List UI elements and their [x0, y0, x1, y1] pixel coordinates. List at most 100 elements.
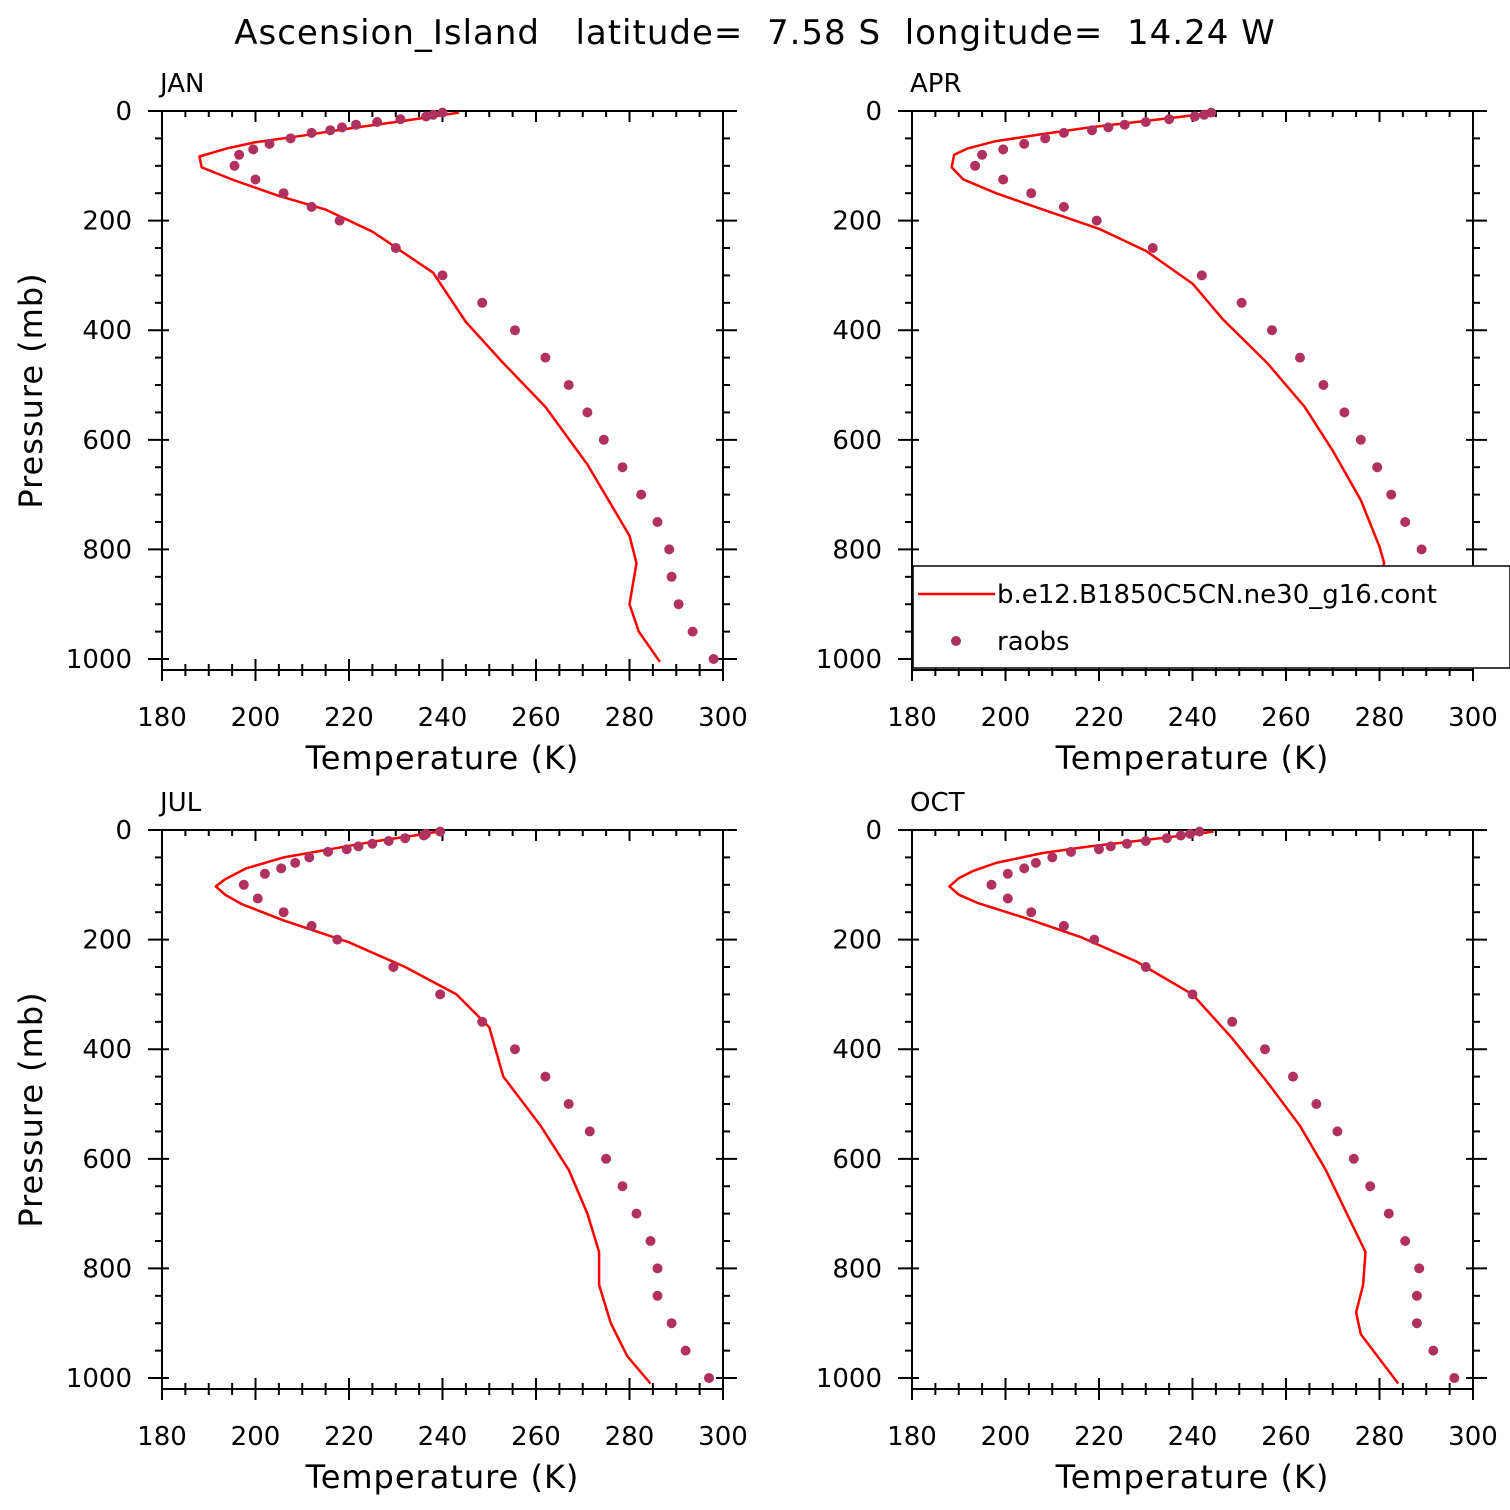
apr-xtick-label: 260	[1261, 703, 1311, 733]
jan-raobs-point	[306, 201, 317, 212]
jan-xtick-label: 300	[698, 703, 748, 733]
oct-xtick-label: 220	[1074, 1422, 1124, 1452]
jan-raobs-point	[652, 517, 663, 527]
oct-raobs-point	[1175, 830, 1186, 841]
jul-ytick-label: 200	[82, 926, 132, 956]
jan-raobs-point	[708, 654, 719, 664]
oct-raobs-point	[1058, 920, 1069, 931]
oct-x-axis-label: Temperature (K)	[1055, 1458, 1330, 1496]
jul-ytick-label: 400	[82, 1035, 132, 1065]
oct-raobs-point	[1288, 1071, 1298, 1082]
jan-raobs-point	[540, 352, 551, 363]
jan-raobs-point	[598, 434, 609, 445]
jul-xtick-label: 180	[137, 1422, 187, 1452]
jul-raobs-point	[631, 1208, 642, 1219]
figure-title: Ascension_Island latitude= 7.58 S longit…	[234, 13, 1276, 53]
apr-raobs-point	[998, 144, 1009, 155]
apr-raobs-point	[1026, 188, 1037, 199]
jul-raobs-point	[332, 934, 343, 945]
panel-apr: 180 200 220 240 260 280 300 0 200 400 600 800 1000 AP…	[816, 69, 1498, 777]
apr-raobs-point	[1386, 489, 1397, 500]
oct-xtick-label: 240	[1168, 1422, 1218, 1452]
apr-raobs-point	[970, 160, 981, 171]
apr-raobs-point	[1119, 119, 1130, 130]
legend-model-label: b.e12.B1850C5CN.ne30_g16.cont	[997, 580, 1437, 610]
jul-raobs-point	[666, 1318, 677, 1329]
jul-raobs-point	[652, 1263, 663, 1274]
jan-ytick-label: 1000	[66, 645, 132, 675]
jul-raobs-point	[477, 1016, 488, 1027]
jan-raobs-point	[477, 297, 488, 308]
jan-raobs-point	[351, 119, 361, 130]
jul-raobs-point	[704, 1373, 714, 1383]
panel-jul: 180 200 220 240 260 280 300 0 200 400 600 800 1000 JU…	[12, 788, 748, 1496]
apr-raobs-point	[977, 149, 988, 160]
apr-raobs-point	[1416, 544, 1427, 555]
jul-raobs-point	[601, 1153, 612, 1164]
oct-raobs-point	[1260, 1044, 1270, 1055]
jan-raobs-point	[510, 325, 520, 336]
oct-raobs-point	[1185, 828, 1196, 839]
oct-ytick-label: 800	[832, 1254, 882, 1284]
jan-raobs-point	[582, 407, 593, 418]
jan-raobs-point	[234, 149, 245, 160]
oct-xtick-label: 280	[1355, 1422, 1405, 1452]
oct-xtick-label: 200	[981, 1422, 1031, 1452]
apr-raobs-point	[1355, 434, 1366, 445]
panel-jan: 180 200 220 240 260 280 300 0 200 400 600 800 1000 JA…	[12, 69, 748, 777]
apr-raobs-point	[1040, 133, 1051, 144]
jan-raobs-point	[636, 489, 647, 500]
jul-raobs-point	[278, 907, 289, 918]
jul-raobs-point	[304, 852, 315, 863]
apr-xtick-label: 200	[981, 703, 1031, 733]
jan-raobs-point	[264, 138, 275, 149]
apr-raobs-point	[1058, 201, 1069, 212]
jul-raobs-point	[435, 826, 446, 837]
panel-oct: 180 200 220 240 260 280 300 0 200 400 600 800 1000 OC…	[816, 788, 1498, 1496]
jan-ytick-label: 0	[115, 97, 132, 127]
jul-raobs-point	[510, 1044, 520, 1055]
apr-xtick-label: 280	[1355, 703, 1405, 733]
jul-raobs-point	[400, 833, 411, 844]
jul-x-axis-label: Temperature (K)	[305, 1458, 580, 1496]
jul-raobs-point	[435, 989, 446, 1000]
jan-raobs-point	[306, 127, 317, 138]
jul-model-line	[214, 830, 652, 1385]
apr-ytick-label: 1000	[816, 645, 882, 675]
jul-raobs-point	[323, 846, 333, 857]
apr-raobs-point	[1318, 380, 1329, 390]
jan-raobs-point	[437, 270, 448, 281]
apr-raobs-point	[1267, 325, 1277, 336]
legend-obs-label: raobs	[997, 627, 1070, 657]
jul-ytick-label: 600	[82, 1145, 132, 1175]
apr-raobs-point	[1196, 270, 1207, 281]
apr-raobs-point	[1087, 125, 1097, 136]
jul-xtick-label: 280	[605, 1422, 655, 1452]
jan-raobs-point	[285, 133, 296, 144]
jul-y-axis-label: Pressure (mb)	[12, 991, 50, 1227]
jul-raobs-point	[540, 1071, 551, 1082]
jan-xtick-label: 240	[418, 703, 468, 733]
jul-raobs-point	[584, 1126, 595, 1137]
jul-xtick-label: 200	[231, 1422, 281, 1452]
apr-raobs-point	[1058, 127, 1069, 138]
jul-ytick-label: 1000	[66, 1364, 132, 1394]
jan-raobs-point	[437, 107, 448, 118]
oct-raobs-point	[1105, 841, 1116, 852]
jul-raobs-point	[388, 962, 399, 972]
jan-xtick-label: 260	[511, 703, 561, 733]
apr-x-axis-label: Temperature (K)	[1055, 739, 1330, 777]
apr-panel-label: APR	[910, 69, 962, 99]
jan-ytick-label: 800	[82, 535, 132, 565]
oct-raobs-point	[1227, 1016, 1238, 1027]
jul-ytick-label: 0	[115, 816, 132, 846]
jul-xtick-label: 220	[324, 1422, 374, 1452]
jul-raobs-point	[418, 830, 429, 841]
jul-raobs-point	[252, 893, 263, 904]
jan-raobs-point	[617, 462, 628, 473]
jul-raobs-point	[276, 863, 287, 874]
oct-raobs-point	[1365, 1181, 1376, 1192]
jan-xtick-label: 280	[605, 703, 655, 733]
oct-raobs-point	[986, 879, 997, 890]
jul-raobs-point	[617, 1181, 628, 1192]
